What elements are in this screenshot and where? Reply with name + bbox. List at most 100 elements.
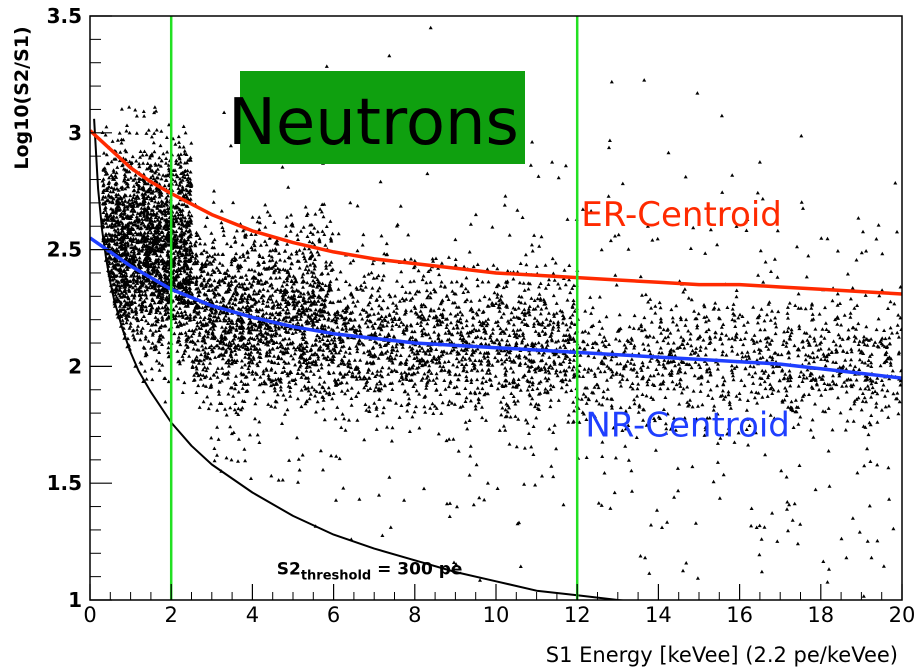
data-point xyxy=(329,318,334,323)
data-point xyxy=(355,418,360,422)
data-point xyxy=(317,317,322,321)
data-point xyxy=(515,335,520,340)
data-point xyxy=(464,318,469,323)
data-point xyxy=(171,278,176,282)
data-point xyxy=(326,283,331,287)
data-point xyxy=(161,233,166,238)
data-point xyxy=(330,231,335,236)
data-point xyxy=(146,128,151,132)
data-point xyxy=(373,374,378,378)
data-point xyxy=(273,370,278,374)
data-point xyxy=(173,213,178,218)
data-point xyxy=(529,242,534,247)
data-point xyxy=(183,312,188,316)
data-point xyxy=(254,396,259,400)
data-point xyxy=(431,356,436,361)
data-point xyxy=(151,283,156,287)
data-point xyxy=(131,178,136,182)
data-point xyxy=(103,169,108,173)
data-point xyxy=(157,293,162,297)
data-point xyxy=(203,261,208,266)
data-point xyxy=(179,218,184,222)
data-point xyxy=(335,405,340,409)
data-point xyxy=(217,353,222,357)
data-point xyxy=(263,326,268,330)
data-point xyxy=(409,257,413,261)
data-point xyxy=(131,233,136,237)
data-point xyxy=(253,416,257,421)
data-point xyxy=(183,304,188,308)
data-point xyxy=(164,295,169,299)
data-point xyxy=(327,262,332,267)
data-point xyxy=(434,376,439,380)
data-point xyxy=(150,291,155,295)
data-point xyxy=(312,387,317,392)
data-point xyxy=(527,358,532,362)
data-point xyxy=(264,304,269,308)
data-point xyxy=(220,366,225,370)
data-point xyxy=(302,332,307,336)
data-point xyxy=(449,401,454,405)
data-point xyxy=(191,261,196,266)
data-point xyxy=(121,195,126,199)
data-point xyxy=(121,178,126,183)
data-point xyxy=(157,328,161,332)
data-point xyxy=(149,182,154,187)
data-point xyxy=(114,175,119,179)
data-point xyxy=(316,357,321,361)
data-point xyxy=(163,211,168,216)
data-point xyxy=(180,354,185,358)
data-point xyxy=(174,294,178,298)
data-point xyxy=(163,236,168,241)
data-point xyxy=(189,141,194,145)
data-point xyxy=(117,230,121,235)
data-point xyxy=(562,268,567,272)
data-point xyxy=(462,264,467,269)
data-point xyxy=(202,357,206,362)
data-point xyxy=(117,245,122,249)
data-point xyxy=(390,347,394,352)
data-point xyxy=(275,305,280,309)
data-point xyxy=(317,339,322,343)
data-point xyxy=(269,404,274,408)
data-point xyxy=(233,296,238,301)
data-point xyxy=(182,351,187,355)
data-point xyxy=(236,343,241,347)
data-point xyxy=(563,345,568,350)
data-point xyxy=(118,150,123,154)
data-point xyxy=(253,300,258,305)
data-point xyxy=(150,341,155,345)
data-point xyxy=(115,165,120,169)
data-point xyxy=(310,240,315,245)
data-point xyxy=(185,160,189,165)
data-point xyxy=(543,387,548,391)
data-point xyxy=(562,368,567,373)
data-point xyxy=(114,209,119,213)
data-point xyxy=(162,263,167,268)
data-point xyxy=(148,258,153,262)
data-point xyxy=(334,383,339,387)
data-point xyxy=(454,322,459,327)
data-point xyxy=(180,202,185,207)
data-point xyxy=(504,327,509,331)
data-point xyxy=(331,370,336,375)
data-point xyxy=(257,382,262,387)
data-point xyxy=(219,209,224,213)
data-point xyxy=(269,366,274,371)
data-point xyxy=(424,376,429,380)
data-point xyxy=(482,351,487,355)
data-point xyxy=(129,249,134,254)
data-point xyxy=(432,330,437,334)
data-point xyxy=(237,284,242,289)
data-point xyxy=(421,326,426,331)
data-point xyxy=(284,319,289,323)
data-point xyxy=(464,351,469,355)
data-point xyxy=(480,386,485,391)
data-point xyxy=(176,250,180,255)
data-point xyxy=(570,304,575,308)
data-point xyxy=(278,341,283,345)
data-point xyxy=(282,259,287,263)
data-point xyxy=(247,370,251,374)
data-point xyxy=(308,230,313,234)
